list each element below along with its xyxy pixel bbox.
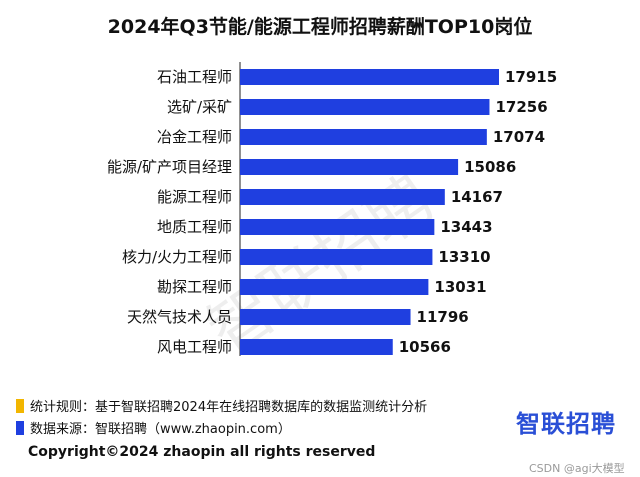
bar-7 <box>240 279 429 295</box>
bar-6 <box>240 249 433 265</box>
value-label: 13031 <box>434 278 486 296</box>
value-label: 17915 <box>505 68 557 86</box>
copyright-text: Copyright©2024 zhaopin all rights reserv… <box>28 444 376 460</box>
bar-4 <box>240 189 445 205</box>
legend-source-text: 数据来源：智联招聘（www.zhaopin.com） <box>30 422 291 437</box>
legend-source: 数据来源：智联招聘（www.zhaopin.com） <box>16 418 291 437</box>
bar-chart: 石油工程师 17915 选矿/采矿 17256 冶金工程师 17074 能源/矿产项目经理 1… <box>107 62 557 356</box>
legend-rule: 统计规则：基于智联招聘2024年在线招聘数据库的数据监测统计分析 <box>16 396 427 415</box>
category-label: 地质工程师 <box>157 218 232 236</box>
bar-0 <box>240 69 499 85</box>
value-label: 17256 <box>495 98 547 116</box>
bar-9 <box>240 339 393 355</box>
value-label: 11796 <box>417 308 469 326</box>
category-label: 勘探工程师 <box>157 278 232 296</box>
bar-5 <box>240 219 435 235</box>
value-label: 17074 <box>493 128 545 146</box>
bars-layer: 石油工程师 17915 选矿/采矿 17256 冶金工程师 17074 能源/矿产项目经理 1… <box>107 68 557 356</box>
bar-1 <box>240 99 490 115</box>
category-label: 核力/火力工程师 <box>122 248 232 266</box>
legend-source-swatch <box>16 420 24 435</box>
category-label: 能源工程师 <box>157 188 232 206</box>
value-label: 13310 <box>438 248 490 266</box>
value-label: 13443 <box>440 218 492 236</box>
legend-rule-text: 统计规则：基于智联招聘2024年在线招聘数据库的数据监测统计分析 <box>30 400 428 415</box>
category-label: 冶金工程师 <box>157 128 232 146</box>
zhaopin-logo: 智联招聘 <box>516 410 616 438</box>
bar-2 <box>240 129 487 145</box>
csdn-credit: CSDN @agi大模型 <box>529 462 625 475</box>
value-label: 15086 <box>464 158 516 176</box>
bar-3 <box>240 159 459 175</box>
category-label: 选矿/采矿 <box>167 98 232 116</box>
bar-8 <box>240 309 411 325</box>
category-label: 风电工程师 <box>157 338 232 356</box>
category-label: 能源/矿产项目经理 <box>107 158 232 176</box>
value-label: 10566 <box>399 338 451 356</box>
legend-rule-swatch <box>16 398 24 413</box>
category-label: 石油工程师 <box>157 68 232 86</box>
chart-title: 2024年Q3节能/能源工程师招聘薪酬TOP10岗位 <box>107 16 533 38</box>
value-label: 14167 <box>451 188 503 206</box>
category-label: 天然气技术人员 <box>127 308 232 326</box>
